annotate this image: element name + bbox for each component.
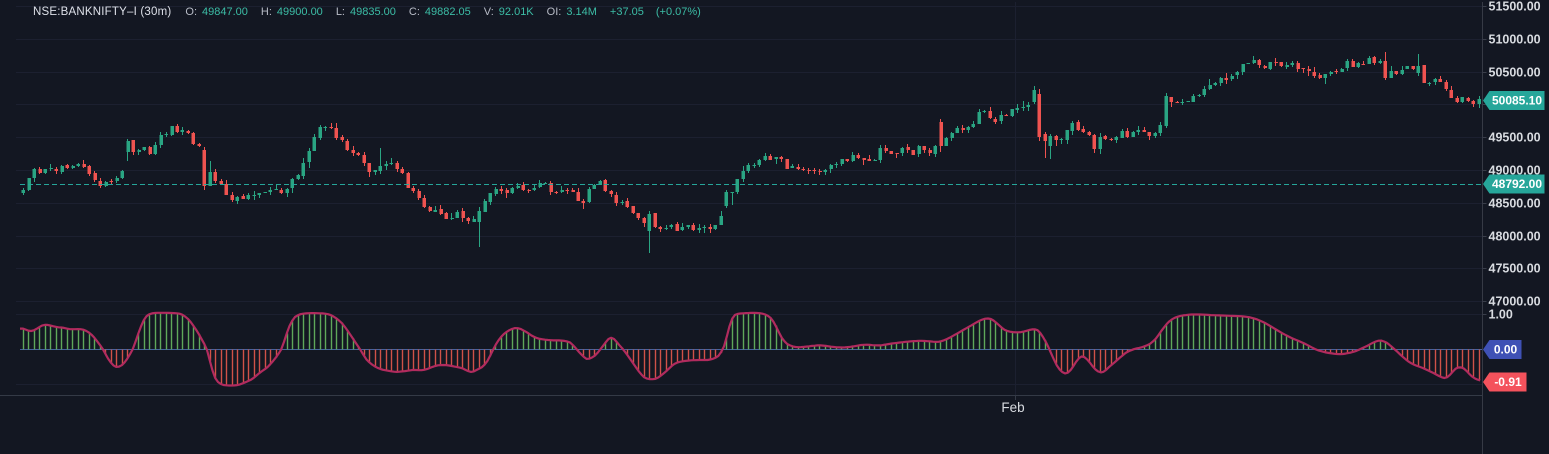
svg-text:49500.00: 49500.00 xyxy=(1489,131,1541,145)
svg-text:1.00: 1.00 xyxy=(1489,308,1513,322)
svg-text:51000.00: 51000.00 xyxy=(1489,33,1541,47)
svg-text:48000.00: 48000.00 xyxy=(1489,230,1541,244)
svg-text:50085.10: 50085.10 xyxy=(1492,94,1542,108)
svg-text:47500.00: 47500.00 xyxy=(1489,262,1541,276)
svg-text:Feb: Feb xyxy=(1001,400,1024,415)
svg-text:48792.00: 48792.00 xyxy=(1492,177,1542,191)
svg-text:51500.00: 51500.00 xyxy=(1489,0,1541,14)
svg-text:-0.91: -0.91 xyxy=(1494,375,1522,389)
svg-text:50500.00: 50500.00 xyxy=(1489,66,1541,80)
svg-text:47000.00: 47000.00 xyxy=(1489,295,1541,309)
svg-text:49000.00: 49000.00 xyxy=(1489,164,1541,178)
svg-text:48500.00: 48500.00 xyxy=(1489,197,1541,211)
svg-text:0.00: 0.00 xyxy=(1494,343,1518,357)
